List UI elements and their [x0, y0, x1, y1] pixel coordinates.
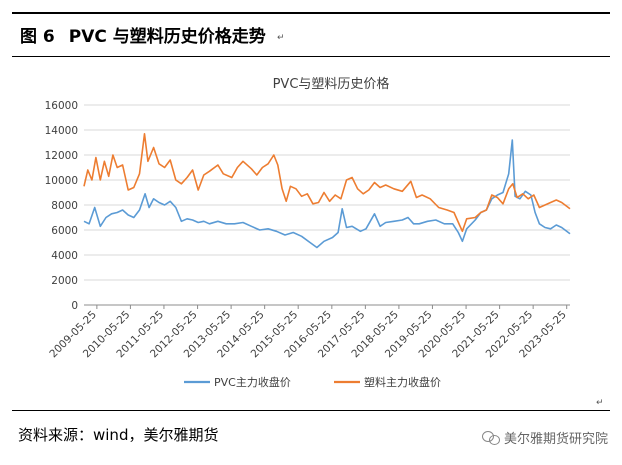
- y-tick-label: 10000: [45, 175, 78, 187]
- watermark-text: 美尔雅期货研究院: [503, 432, 608, 447]
- figure-title: PVC 与塑料历史价格走势: [68, 27, 266, 47]
- series-line-plastic: [83, 133, 571, 233]
- chart-canvas: PVC与塑料历史价格 16000 14000 12000 10000 8000 6000 40…: [45, 76, 571, 389]
- paragraph-mark-icon: ↵: [596, 398, 604, 408]
- top-rule: [12, 12, 610, 14]
- chart-title: PVC与塑料历史价格: [273, 76, 390, 92]
- y-tick-label: 8000: [51, 200, 78, 212]
- chart-frame: PVC与塑料历史价格 16000 14000 12000 10000 8000 6000 40…: [12, 60, 610, 400]
- legend-label: 塑料主力收盘价: [364, 375, 441, 389]
- y-tick-label: 14000: [45, 125, 78, 137]
- y-tick-label: 4000: [51, 250, 78, 262]
- source-note: 资料来源：wind，美尔雅期货: [18, 426, 219, 444]
- y-tick-label: 16000: [45, 100, 78, 112]
- source-rule: [12, 410, 610, 411]
- y-tick-label: 6000: [51, 225, 78, 237]
- caption-rule: [12, 56, 610, 57]
- y-tick-label: 0: [71, 300, 78, 312]
- wechat-icon: [481, 430, 500, 445]
- figure-caption: 图 6 PVC 与塑料历史价格走势: [20, 22, 266, 47]
- figure-number: 图 6: [20, 27, 55, 47]
- y-tick-label: 12000: [45, 150, 78, 162]
- watermark: 美尔雅期货研究院: [481, 428, 608, 447]
- legend-label: PVC主力收盘价: [214, 375, 291, 389]
- series-line-pvc: [83, 139, 571, 249]
- y-tick-label: 2000: [51, 275, 78, 287]
- paragraph-mark-icon: ↵: [277, 33, 285, 43]
